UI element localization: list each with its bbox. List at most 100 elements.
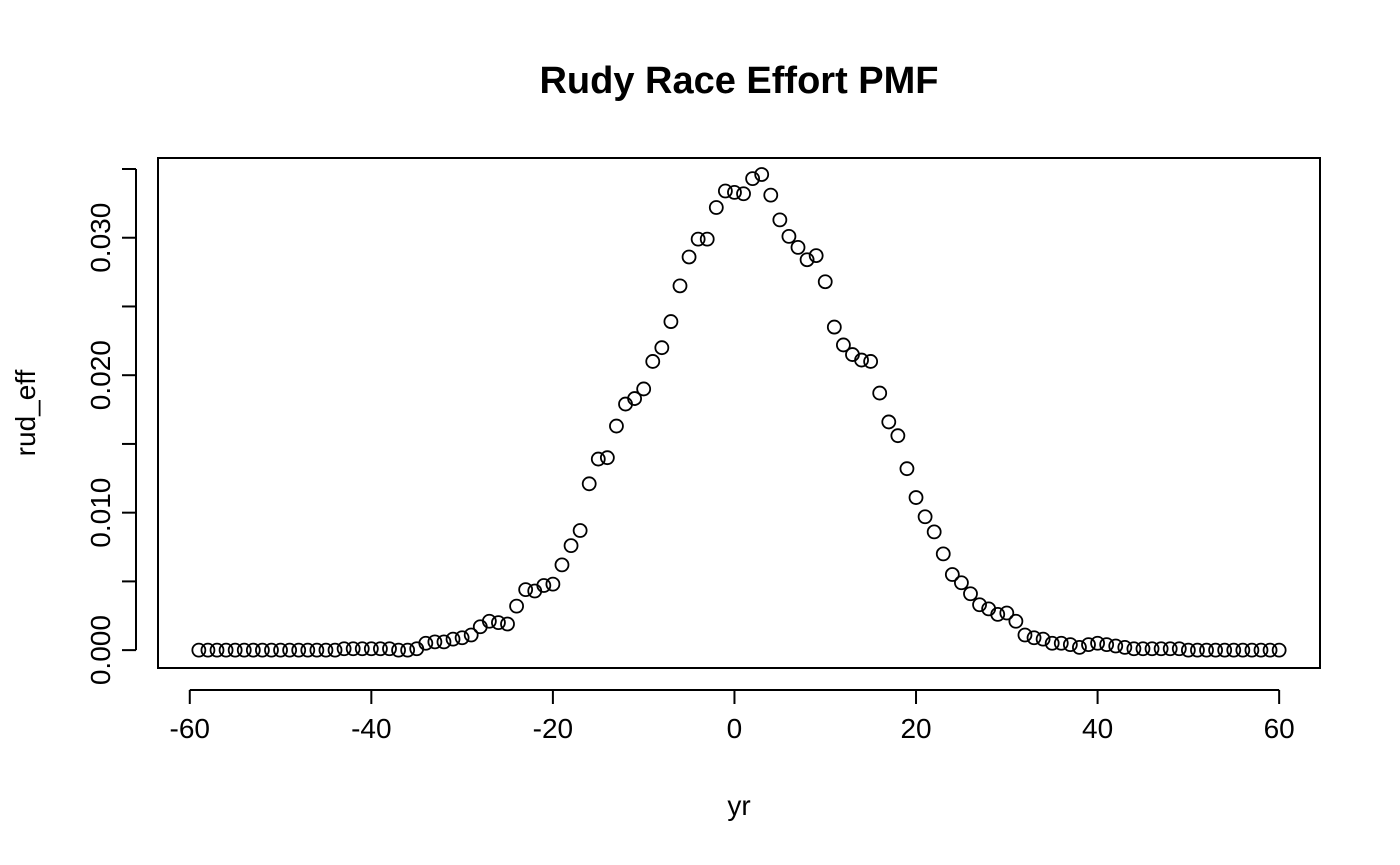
data-point [1226,642,1242,658]
data-point [708,200,724,215]
data-point [481,613,497,629]
data-point [318,642,334,658]
data-point [999,605,1015,621]
data-point [954,575,969,591]
data-point [890,428,906,444]
x-axis-label: yr [727,790,750,821]
data-point [1271,642,1287,658]
data-point [209,642,225,658]
data-point [227,642,243,658]
data-point [754,167,770,182]
data-point [1053,635,1069,651]
data-point [554,557,570,573]
data-point [1217,642,1233,658]
data-point [572,523,588,538]
x-tick-label: 40 [1082,713,1113,744]
data-point [1035,631,1051,647]
data-point [672,278,688,294]
x-tick-label: -40 [351,713,391,744]
data-points [191,167,1287,658]
data-point [972,597,987,613]
x-tick-label: -60 [170,713,210,744]
data-point [1108,638,1124,654]
data-point [518,582,534,598]
data-point [500,616,515,632]
data-point [1162,641,1178,657]
data-point [436,634,452,650]
data-point [1008,613,1024,629]
data-point [736,186,751,202]
data-point [826,319,842,335]
data-point [354,641,370,657]
data-point [218,642,234,658]
data-point [1090,635,1105,651]
data-point [245,642,261,658]
data-point [300,642,316,658]
data-point [817,274,833,290]
data-point [309,642,325,658]
data-point [200,642,216,658]
data-point [663,314,679,329]
x-tick-label: -20 [533,713,573,744]
y-tick-label: 0.030 [85,203,116,273]
data-point [1153,641,1169,657]
y-tick-label: 0.000 [85,615,116,685]
data-point [926,524,942,540]
data-point [1180,642,1196,658]
data-point [282,642,298,658]
x-tick-label: 0 [727,713,743,744]
y-axis: 0.000 0.010 0.020 0.030 [85,167,137,685]
data-point [917,509,933,525]
data-point [808,248,824,264]
data-point [781,228,797,244]
x-tick-label: 20 [900,713,931,744]
data-point [772,212,788,228]
data-point [1199,642,1214,658]
data-point [690,231,706,247]
data-point [1135,641,1151,657]
data-point [509,598,524,614]
data-point [1253,642,1269,658]
data-point [382,641,397,657]
chart-title: Rudy Race Effort PMF [539,60,938,102]
data-point [763,187,779,203]
data-point [835,337,851,353]
data-point [254,642,270,658]
data-point [727,184,742,200]
data-point [363,641,379,657]
data-point [445,631,461,647]
data-point [581,476,597,492]
data-point [799,252,815,268]
data-point [1026,630,1042,646]
data-point [908,490,924,505]
data-point [191,642,207,658]
data-point [400,642,416,658]
data-point [1062,637,1078,653]
data-point [1099,637,1115,653]
data-point [454,630,470,646]
plot-frame [157,157,1321,669]
data-point [863,354,879,369]
data-point [699,231,715,247]
data-point [627,391,643,406]
y-axis-label: rud_eff [10,369,41,456]
data-point [1190,642,1205,658]
data-point [373,641,388,657]
data-point [336,641,352,657]
data-point [881,414,897,430]
data-point [790,239,806,255]
data-point [990,606,1006,622]
data-point [745,171,761,187]
data-point [563,538,579,554]
data-point [1044,635,1060,651]
data-point [1235,642,1251,658]
data-point [463,627,479,643]
data-point [654,340,670,356]
data-point [291,642,307,658]
data-point [1072,639,1087,655]
data-point [491,615,506,631]
data-point [1262,642,1278,658]
data-point [345,641,361,657]
data-point [963,586,978,602]
